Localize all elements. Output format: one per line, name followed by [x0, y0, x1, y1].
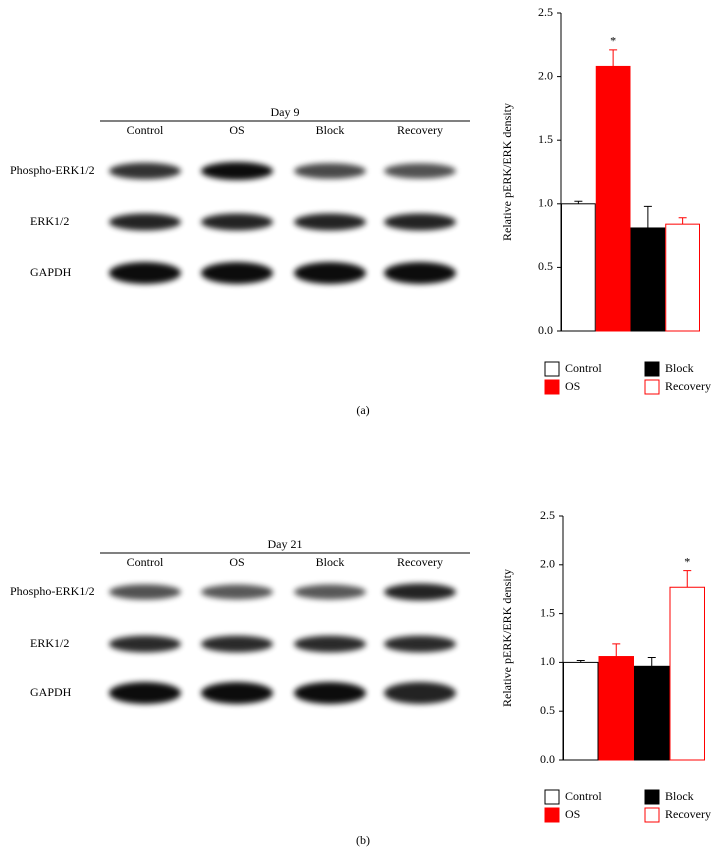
blot-band: [201, 213, 273, 231]
row-label: Phospho-ERK1/2: [10, 584, 95, 598]
legend-swatch: [544, 379, 560, 395]
legend-swatch: [644, 379, 660, 395]
error-bar: [574, 200, 583, 204]
y-tick-label: 0.0: [540, 752, 555, 766]
blot-band: [384, 583, 456, 601]
lane-label: OS: [229, 123, 244, 137]
significance: *: [684, 554, 690, 568]
error-bar: [647, 657, 656, 667]
blot-band: [384, 682, 456, 704]
error-bar: [612, 643, 621, 657]
bar: [665, 223, 700, 332]
blot-band: [201, 262, 273, 284]
bar: [630, 227, 666, 332]
legend-swatch: [644, 789, 660, 805]
legend-label: Recovery: [665, 807, 711, 821]
blot-band: [294, 682, 366, 704]
blot-title: Day 9: [271, 105, 300, 119]
blot-band: [384, 213, 456, 231]
lane-label: Block: [316, 123, 345, 137]
bar: [669, 586, 705, 761]
error-bar: [678, 217, 687, 225]
row-label: GAPDH: [30, 265, 72, 279]
y-tick-label: 1.0: [540, 654, 555, 668]
y-tick-label: 1.0: [538, 196, 553, 210]
lane-label: Control: [127, 555, 164, 569]
blot-band: [201, 162, 273, 180]
blot-band: [294, 262, 366, 284]
y-tick-label: 1.5: [540, 605, 555, 619]
legend-label: Control: [565, 789, 602, 803]
lane-label: Control: [127, 123, 164, 137]
blot-band: [109, 162, 181, 180]
legend-swatch: [544, 789, 560, 805]
y-tick-label: 0.5: [538, 259, 553, 273]
blot-band: [109, 635, 181, 653]
y-tick-label: 2.5: [538, 5, 553, 19]
blot-band: [109, 584, 181, 600]
lane-label: Recovery: [397, 123, 443, 137]
y-tick-label: 1.5: [538, 132, 553, 146]
lane-label: OS: [229, 555, 244, 569]
blot-band: [201, 584, 273, 600]
blot-band: [201, 635, 273, 653]
y-axis-label: Relative pERK/ERK density: [500, 569, 514, 707]
bar: [563, 661, 599, 761]
error-bar: [576, 659, 585, 663]
legend-label: Recovery: [665, 379, 711, 393]
caption: (b): [356, 833, 370, 847]
row-label: GAPDH: [30, 685, 72, 699]
blot-band: [384, 262, 456, 284]
blot-band: [201, 682, 273, 704]
y-axis-label: Relative pERK/ERK density: [500, 103, 514, 241]
significance: *: [610, 34, 616, 48]
legend-label: Control: [565, 361, 602, 375]
legend-swatch: [644, 807, 660, 823]
row-label: ERK1/2: [30, 636, 69, 650]
blot-band: [384, 635, 456, 653]
blot-band: [384, 163, 456, 179]
lane-label: Recovery: [397, 555, 443, 569]
bar: [634, 665, 670, 761]
y-tick-label: 2.0: [538, 68, 553, 82]
legend-label: Block: [665, 789, 694, 803]
blot-band: [294, 584, 366, 600]
legend-label: Block: [665, 361, 694, 375]
legend-swatch: [544, 807, 560, 823]
error-bar: [683, 570, 692, 588]
error-bar: [643, 205, 652, 228]
y-tick-label: 2.0: [540, 557, 555, 571]
blot-band: [294, 163, 366, 179]
caption: (a): [356, 403, 369, 417]
y-tick-label: 0.0: [538, 323, 553, 337]
y-tick-label: 0.5: [540, 703, 555, 717]
legend-label: OS: [565, 807, 580, 821]
y-tick-label: 2.5: [540, 508, 555, 522]
legend-swatch: [644, 361, 660, 377]
blot-band: [294, 635, 366, 653]
row-label: ERK1/2: [30, 214, 69, 228]
row-label: Phospho-ERK1/2: [10, 163, 95, 177]
blot-band: [294, 213, 366, 231]
blot-band: [109, 262, 181, 284]
blot-band: [109, 682, 181, 704]
error-bar: [609, 49, 618, 67]
legend-swatch: [544, 361, 560, 377]
lane-label: Block: [316, 555, 345, 569]
blot-band: [109, 213, 181, 231]
bar: [561, 203, 596, 332]
legend-label: OS: [565, 379, 580, 393]
blot-title: Day 21: [268, 537, 303, 551]
bar: [598, 656, 634, 761]
bar: [595, 65, 631, 332]
